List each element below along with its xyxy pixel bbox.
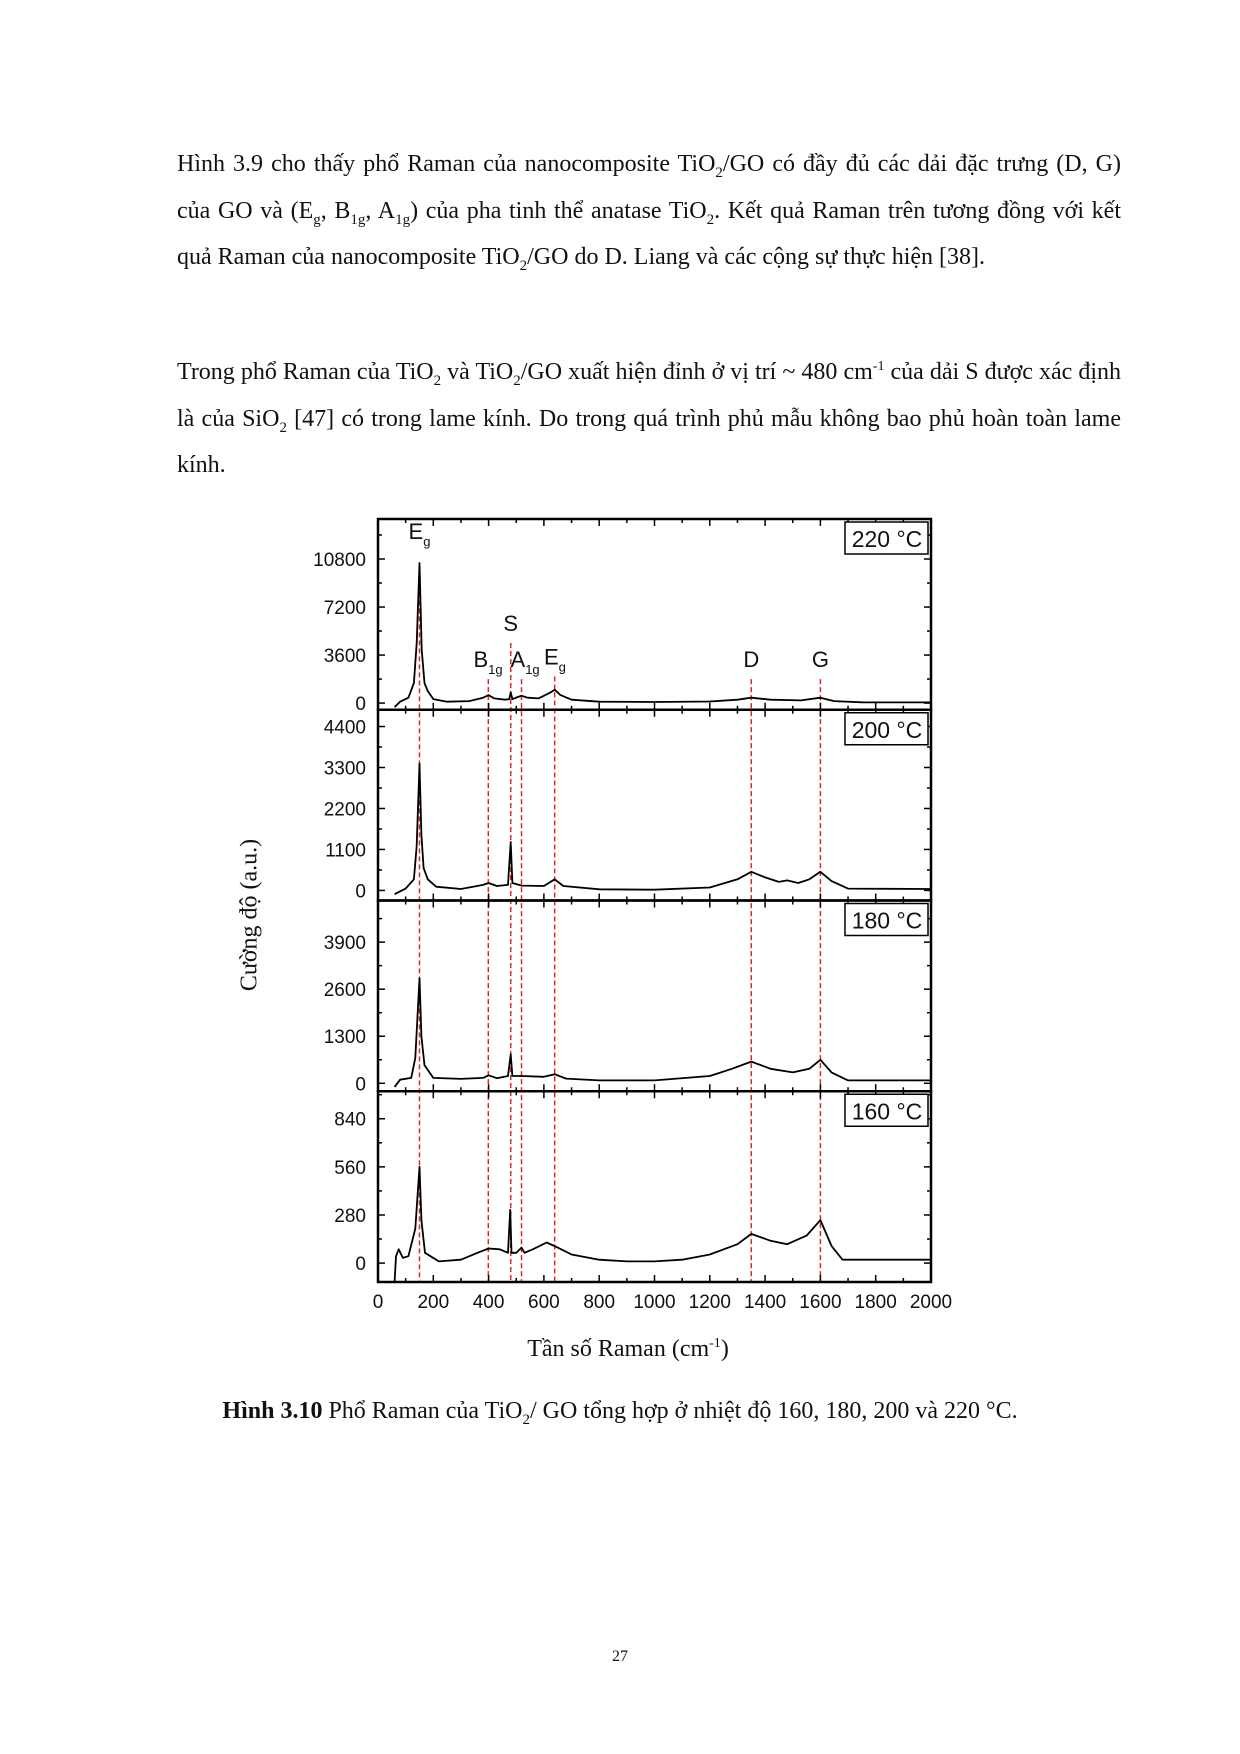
- y-axis-label: Cường độ (a.u.): [236, 838, 263, 992]
- x-tick-label: 1800: [855, 1292, 897, 1313]
- x-tick-label: 1200: [689, 1292, 731, 1313]
- temperature-box: [844, 902, 929, 937]
- y-tick-label: 3600: [324, 646, 366, 667]
- x-tick-label: 200: [417, 1292, 449, 1313]
- caption-text: Phổ Raman của TiO: [322, 1398, 523, 1424]
- figure-caption: Hình 3.10 Phổ Raman của TiO2/ GO tổng hợ…: [0, 1398, 1240, 1429]
- x-axis-label: Tần số Raman (cm-1): [527, 1336, 729, 1363]
- y-tick-label: 1300: [324, 1027, 366, 1048]
- text: , A: [365, 197, 396, 224]
- y-tick-label: 2600: [324, 980, 366, 1001]
- y-tick-label: 560: [334, 1158, 366, 1179]
- text: /GO xuất hiện đỉnh ở vị trí ~ 480 cm: [520, 359, 873, 385]
- x-tick-label: 1000: [633, 1292, 675, 1313]
- paragraph-1: Hình 3.9 cho thấy phổ Raman của nanocomp…: [177, 141, 1121, 281]
- y-tick-label: 280: [334, 1206, 366, 1227]
- subscript: 2: [715, 164, 723, 181]
- y-tick-label: 0: [355, 694, 366, 715]
- text: ) của pha tinh thể anatase TiO: [410, 197, 707, 224]
- subscript: g: [313, 211, 321, 228]
- panel-160: 0 280 560 840 160 °C: [334, 1090, 933, 1284]
- y-tick-label: 4400: [324, 718, 366, 739]
- peak-label: B1g: [473, 647, 502, 677]
- temperature-box: [844, 712, 929, 746]
- caption-sub: 2: [522, 1411, 530, 1428]
- y-tick-label: 0: [355, 881, 366, 902]
- text: và TiO: [441, 359, 514, 385]
- temperature-label: 220 °C: [852, 526, 923, 552]
- x-tick-label: 1600: [799, 1292, 841, 1313]
- y-tick-label: 7200: [324, 598, 366, 619]
- x-tick-label: 600: [528, 1292, 560, 1313]
- y-tick-label: 1100: [325, 840, 366, 861]
- y-tick-label: 2200: [324, 799, 366, 820]
- y-tick-label: 0: [355, 1074, 366, 1095]
- peak-label: D: [743, 647, 759, 672]
- paragraph-2: Trong phổ Raman của TiO2 và TiO2/GO xuất…: [177, 349, 1121, 489]
- y-tick-label: 0: [355, 1254, 366, 1275]
- subscript: 2: [519, 257, 528, 274]
- caption-text: / GO tổng hợp ở nhiệt độ 160, 180, 200 v…: [529, 1398, 1018, 1424]
- x-axis-label-text: Tần số Raman (cm: [527, 1336, 710, 1362]
- y-tick-label: 3300: [324, 758, 366, 779]
- page-number: 27: [612, 1648, 628, 1665]
- spectrum-line: [394, 762, 932, 896]
- temperature-box: [844, 521, 929, 555]
- temperature-label: 160 °C: [852, 1098, 923, 1124]
- subscript: 2: [706, 211, 715, 228]
- subscript: 1g: [395, 211, 411, 228]
- spectrum-line: [393, 1166, 931, 1283]
- text: /GO có đầy đủ các dải đặc trưng (D, G) c…: [177, 151, 1121, 224]
- peak-label: S: [503, 611, 518, 636]
- peak-label: G: [812, 647, 829, 672]
- y-tick-label: 3900: [324, 933, 366, 954]
- x-axis-label-end: ): [720, 1336, 729, 1362]
- text: Trong phổ Raman của TiO: [177, 359, 434, 385]
- y-tick-label: 840: [334, 1110, 366, 1131]
- superscript: -1: [872, 359, 885, 374]
- x-tick-label: 0: [373, 1292, 384, 1313]
- temperature-box: [844, 1093, 929, 1127]
- subscript: 2: [433, 372, 442, 389]
- text: /GO do D. Liang và các cộng sự thực hiện…: [527, 244, 986, 270]
- peak-label: A1g: [511, 647, 540, 677]
- text: . Kết quả Raman trên tương đồng với kết …: [177, 197, 1121, 271]
- spectrum-line: [393, 977, 931, 1088]
- panel-200: 0 1100 2200 3300 4400 200 °C: [324, 708, 933, 902]
- subscript: 2: [279, 419, 287, 436]
- temperature-label: 180 °C: [852, 908, 923, 934]
- text: [47] có trong lame kính. Do trong quá tr…: [177, 405, 1121, 479]
- text: , B: [320, 197, 351, 224]
- x-axis-label-sup: -1: [709, 1336, 721, 1351]
- panel-180: 0 1300 2600 3900 180 °C: [324, 899, 933, 1095]
- text: của dải S được xác định là của SiO: [177, 359, 1121, 432]
- peak-label: Eg: [544, 644, 566, 674]
- subscript: 2: [513, 372, 521, 389]
- x-tick-label: 400: [473, 1292, 505, 1313]
- text: Hình 3.9 cho thấy phổ Raman của nanocomp…: [177, 151, 716, 177]
- reference-lines: [418, 576, 822, 1282]
- x-tick-label: 1400: [744, 1292, 786, 1313]
- caption-number: Hình 3.10: [222, 1398, 323, 1424]
- y-tick-label: 10800: [313, 550, 366, 571]
- x-tick-label: 800: [583, 1292, 615, 1313]
- x-tick-label: 2000: [910, 1292, 952, 1313]
- spectrum-line: [393, 562, 932, 708]
- temperature-label: 200 °C: [852, 717, 923, 743]
- peak-label: Eg: [409, 519, 431, 549]
- subscript: 1g: [350, 211, 366, 228]
